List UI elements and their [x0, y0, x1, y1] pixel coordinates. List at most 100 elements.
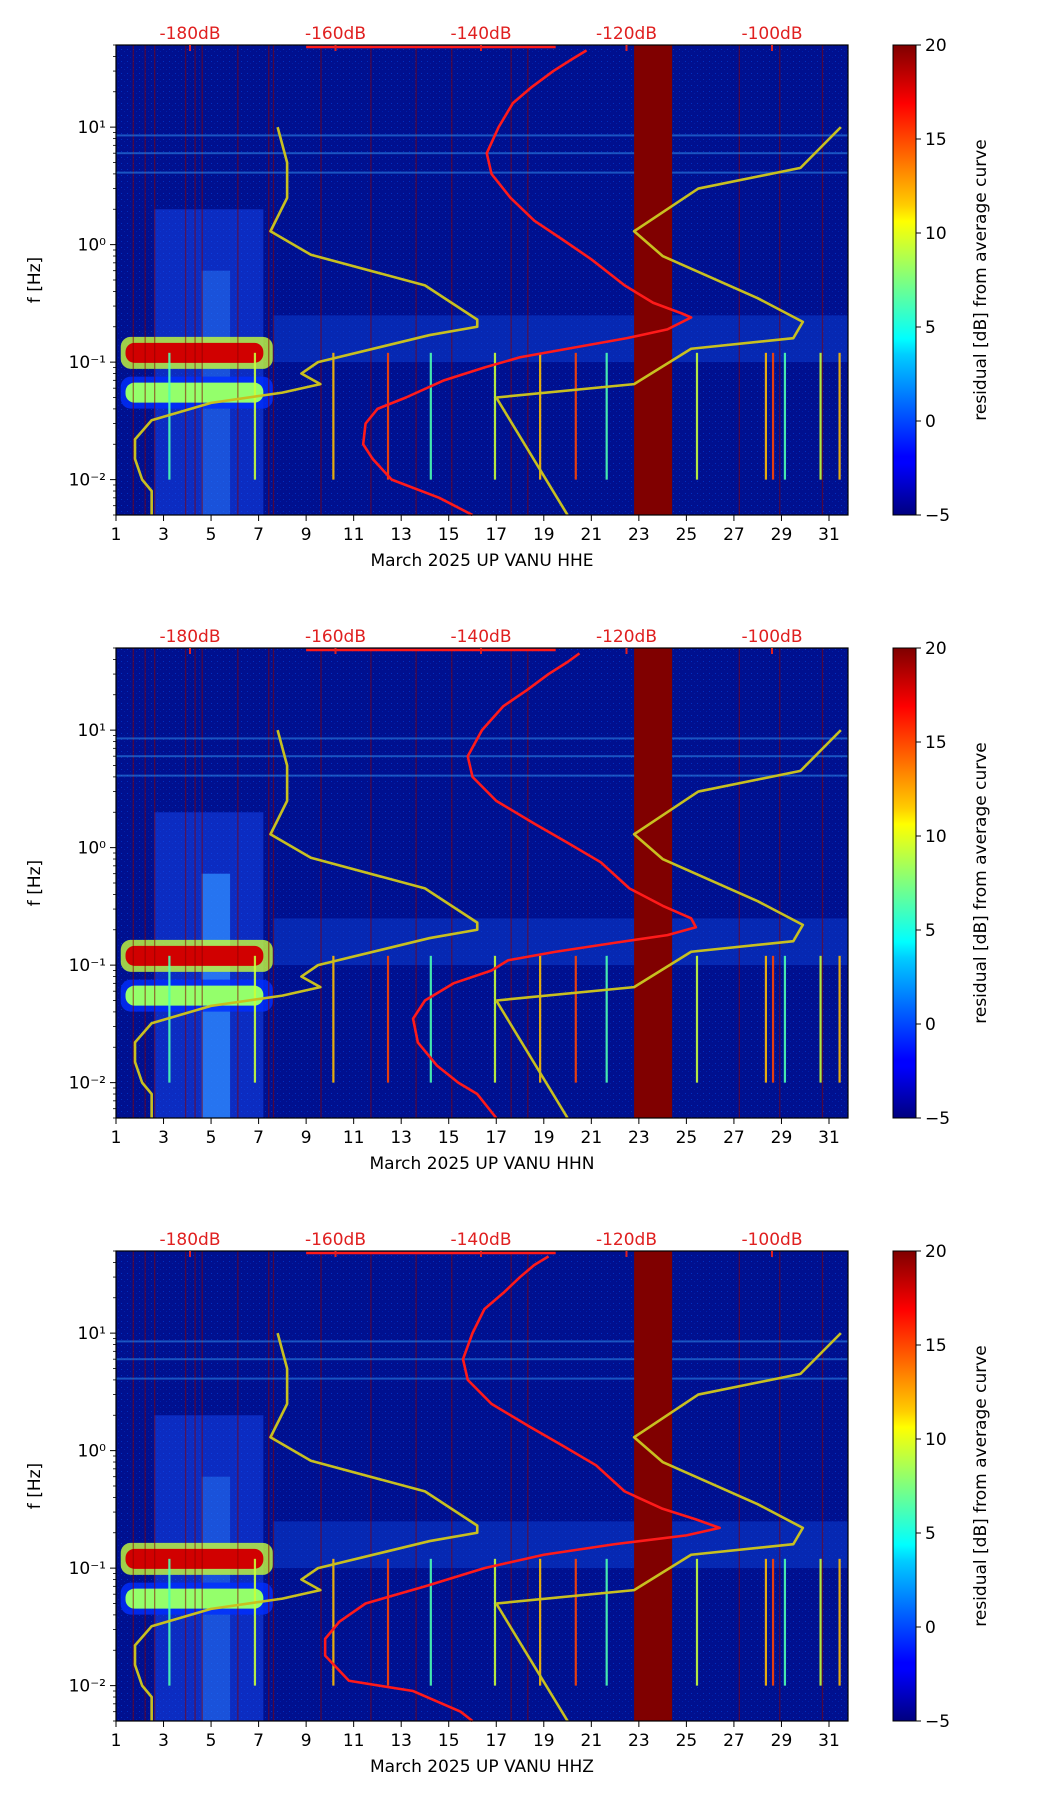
x-tick-label: 31: [818, 525, 840, 545]
colorbar-tick-label: 10: [925, 1430, 947, 1450]
hotspot-band: [125, 985, 264, 1006]
colorbar-tick-label: −5: [925, 506, 950, 526]
gap-line: [370, 1251, 372, 1721]
event-streak: [386, 1558, 390, 1686]
top-db-label: -160dB: [305, 24, 366, 44]
colorbar-tick-label: −5: [925, 1712, 950, 1732]
x-tick-label: 23: [628, 1128, 650, 1148]
colorbar-tick-label: 20: [925, 1242, 947, 1262]
event-streak: [429, 1558, 432, 1686]
noise-model-high-curve: [496, 729, 842, 1002]
top-db-label: -120dB: [596, 627, 657, 647]
gap-line: [201, 1251, 203, 1721]
x-tick-label: 25: [676, 525, 698, 545]
x-tick-label: 11: [343, 525, 365, 545]
x-tick-label: 15: [438, 1128, 460, 1148]
gap-line: [144, 648, 146, 1118]
event-streak: [574, 955, 577, 1083]
hotspot-band: [125, 382, 264, 403]
x-tick-label: 21: [581, 1128, 603, 1148]
event-streak: [253, 1558, 257, 1686]
gap-line: [779, 1251, 781, 1721]
hotspot-band: [125, 1548, 264, 1569]
colorbar-tick-label: 15: [925, 130, 947, 150]
gap-line: [451, 45, 453, 515]
saturated-band: [634, 1251, 673, 1721]
x-tick-label: 23: [628, 1731, 650, 1751]
noise-model-high-curve: [495, 396, 569, 516]
x-tick-label: 29: [771, 525, 793, 545]
event-streak: [819, 352, 822, 480]
hotspot-band: [125, 342, 264, 363]
gap-line: [527, 1251, 529, 1721]
event-streak: [771, 955, 775, 1083]
gap-line: [268, 1251, 270, 1721]
x-tick-label: 9: [301, 525, 312, 545]
y-tick-label: 10⁻²: [69, 1677, 106, 1697]
gap-line: [272, 1251, 275, 1721]
event-streak: [386, 955, 390, 1083]
gap-line: [268, 648, 270, 1118]
gap-line: [201, 45, 203, 515]
gap-line: [132, 1251, 134, 1721]
x-tick-label: 15: [438, 1731, 460, 1751]
x-tick-label: 3: [158, 1128, 169, 1148]
noise-line: [116, 737, 848, 740]
x-tick-label: 11: [343, 1731, 365, 1751]
x-tick-label: 7: [253, 1731, 264, 1751]
noise-line: [116, 1358, 848, 1361]
event-streak: [493, 352, 497, 480]
x-tick-label: 1: [111, 525, 122, 545]
colorbar-tick-label: 10: [925, 224, 947, 244]
x-tick-label: 25: [676, 1128, 698, 1148]
colorbar-tick-label: 0: [925, 412, 936, 432]
event-streak: [771, 352, 775, 480]
saturated-band: [634, 45, 673, 515]
y-axis-label: f [Hz]: [25, 1463, 45, 1509]
x-tick-label: 17: [485, 1731, 507, 1751]
event-streak: [783, 352, 787, 480]
noise-model-low-curve: [133, 126, 479, 515]
colorbar-label: residual [dB] from average curve: [971, 742, 991, 1023]
x-tick-label: 1: [111, 1128, 122, 1148]
event-streak: [574, 352, 577, 480]
colorbar-tick-label: 0: [925, 1618, 936, 1638]
event-streak: [429, 352, 432, 480]
gap-line: [510, 648, 512, 1118]
x-tick-label: 9: [301, 1731, 312, 1751]
gap-line: [154, 1251, 156, 1721]
x-tick-label: 25: [676, 1731, 698, 1751]
x-tick-label: 19: [533, 1128, 555, 1148]
noise-line: [116, 152, 848, 155]
gap-line: [154, 45, 156, 515]
x-tick-label: 27: [723, 1731, 745, 1751]
gap-line: [194, 1251, 196, 1721]
event-streak: [539, 1558, 542, 1686]
microseism-band: [272, 918, 848, 966]
event-streak: [764, 1558, 768, 1686]
x-tick-label: 21: [581, 525, 603, 545]
event-streak: [332, 1558, 335, 1686]
colorbar-tick-label: 0: [925, 1015, 936, 1035]
gap-line: [237, 648, 239, 1118]
colorbar: [892, 44, 917, 516]
y-tick-label: 10⁻²: [69, 471, 106, 491]
top-db-label: -180dB: [159, 24, 220, 44]
y-tick-label: 10¹: [78, 1324, 106, 1344]
gap-line: [451, 648, 453, 1118]
gap-line: [184, 648, 187, 1118]
event-streak: [605, 1558, 608, 1686]
x-tick-label: 27: [723, 1128, 745, 1148]
microseism-band: [272, 315, 848, 363]
event-streak: [332, 352, 335, 480]
x-tick-label: 7: [253, 1128, 264, 1148]
microseism-band: [272, 1521, 848, 1569]
gap-line: [154, 648, 156, 1118]
colorbar-tick-label: 15: [925, 1336, 947, 1356]
noise-model-high-curve: [496, 126, 842, 399]
event-streak: [838, 955, 841, 1083]
event-streak: [764, 955, 768, 1083]
gap-line: [738, 45, 740, 515]
gap-line: [272, 648, 275, 1118]
